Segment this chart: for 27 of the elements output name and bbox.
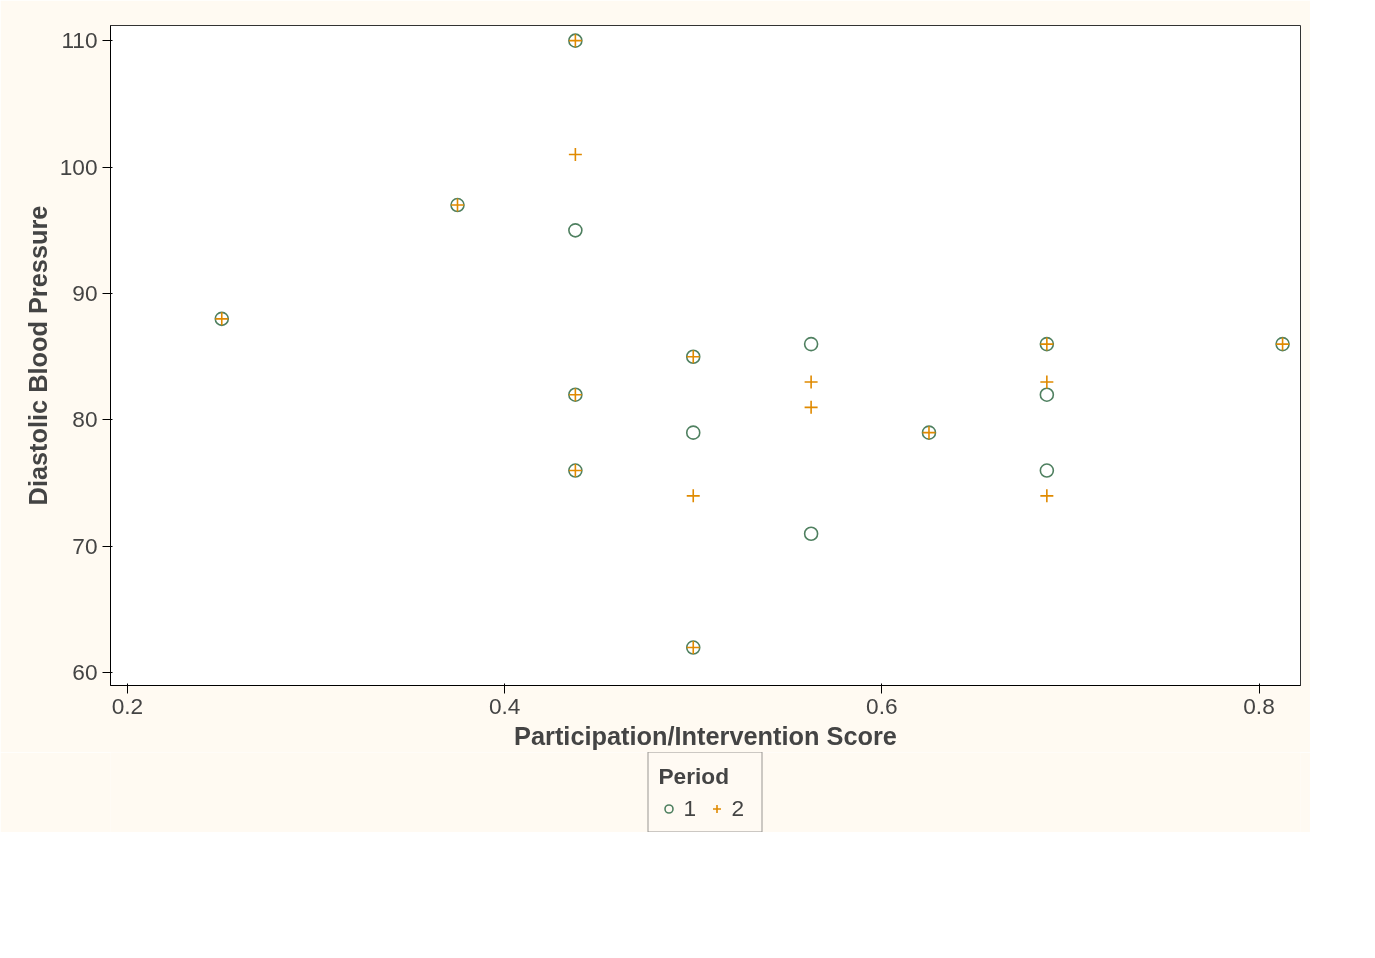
- y-tick-label: 80: [72, 406, 98, 433]
- point: [1039, 463, 1055, 478]
- legend-label: 2: [731, 794, 746, 822]
- point: [1039, 374, 1055, 390]
- x-tick-label: 0.4: [488, 692, 521, 719]
- x-axis-title: Participation/Intervention Score: [514, 721, 897, 750]
- x-tick-label: 0.6: [866, 692, 898, 719]
- y-tick-label: 90: [72, 280, 98, 307]
- point: [803, 400, 819, 415]
- legend-title: Period: [658, 762, 730, 790]
- point: [568, 147, 583, 162]
- point: [685, 425, 701, 440]
- point: [1039, 387, 1055, 402]
- y-axis-title: Diastolic Blood Pressure: [23, 205, 52, 506]
- y-tick-label: 60: [72, 659, 98, 686]
- y-tick-label: 70: [72, 532, 98, 559]
- x-tick-label: 0.2: [111, 692, 144, 719]
- legend-label: 1: [683, 794, 698, 822]
- point: [685, 488, 701, 504]
- point: [803, 374, 819, 390]
- x-tick-label: 0.8: [1243, 692, 1275, 719]
- point: [568, 223, 583, 238]
- point: [803, 336, 819, 352]
- point: [1039, 488, 1055, 504]
- y-tick-label: 110: [61, 27, 98, 54]
- y-tick-label: 100: [59, 153, 98, 180]
- point: [803, 526, 819, 542]
